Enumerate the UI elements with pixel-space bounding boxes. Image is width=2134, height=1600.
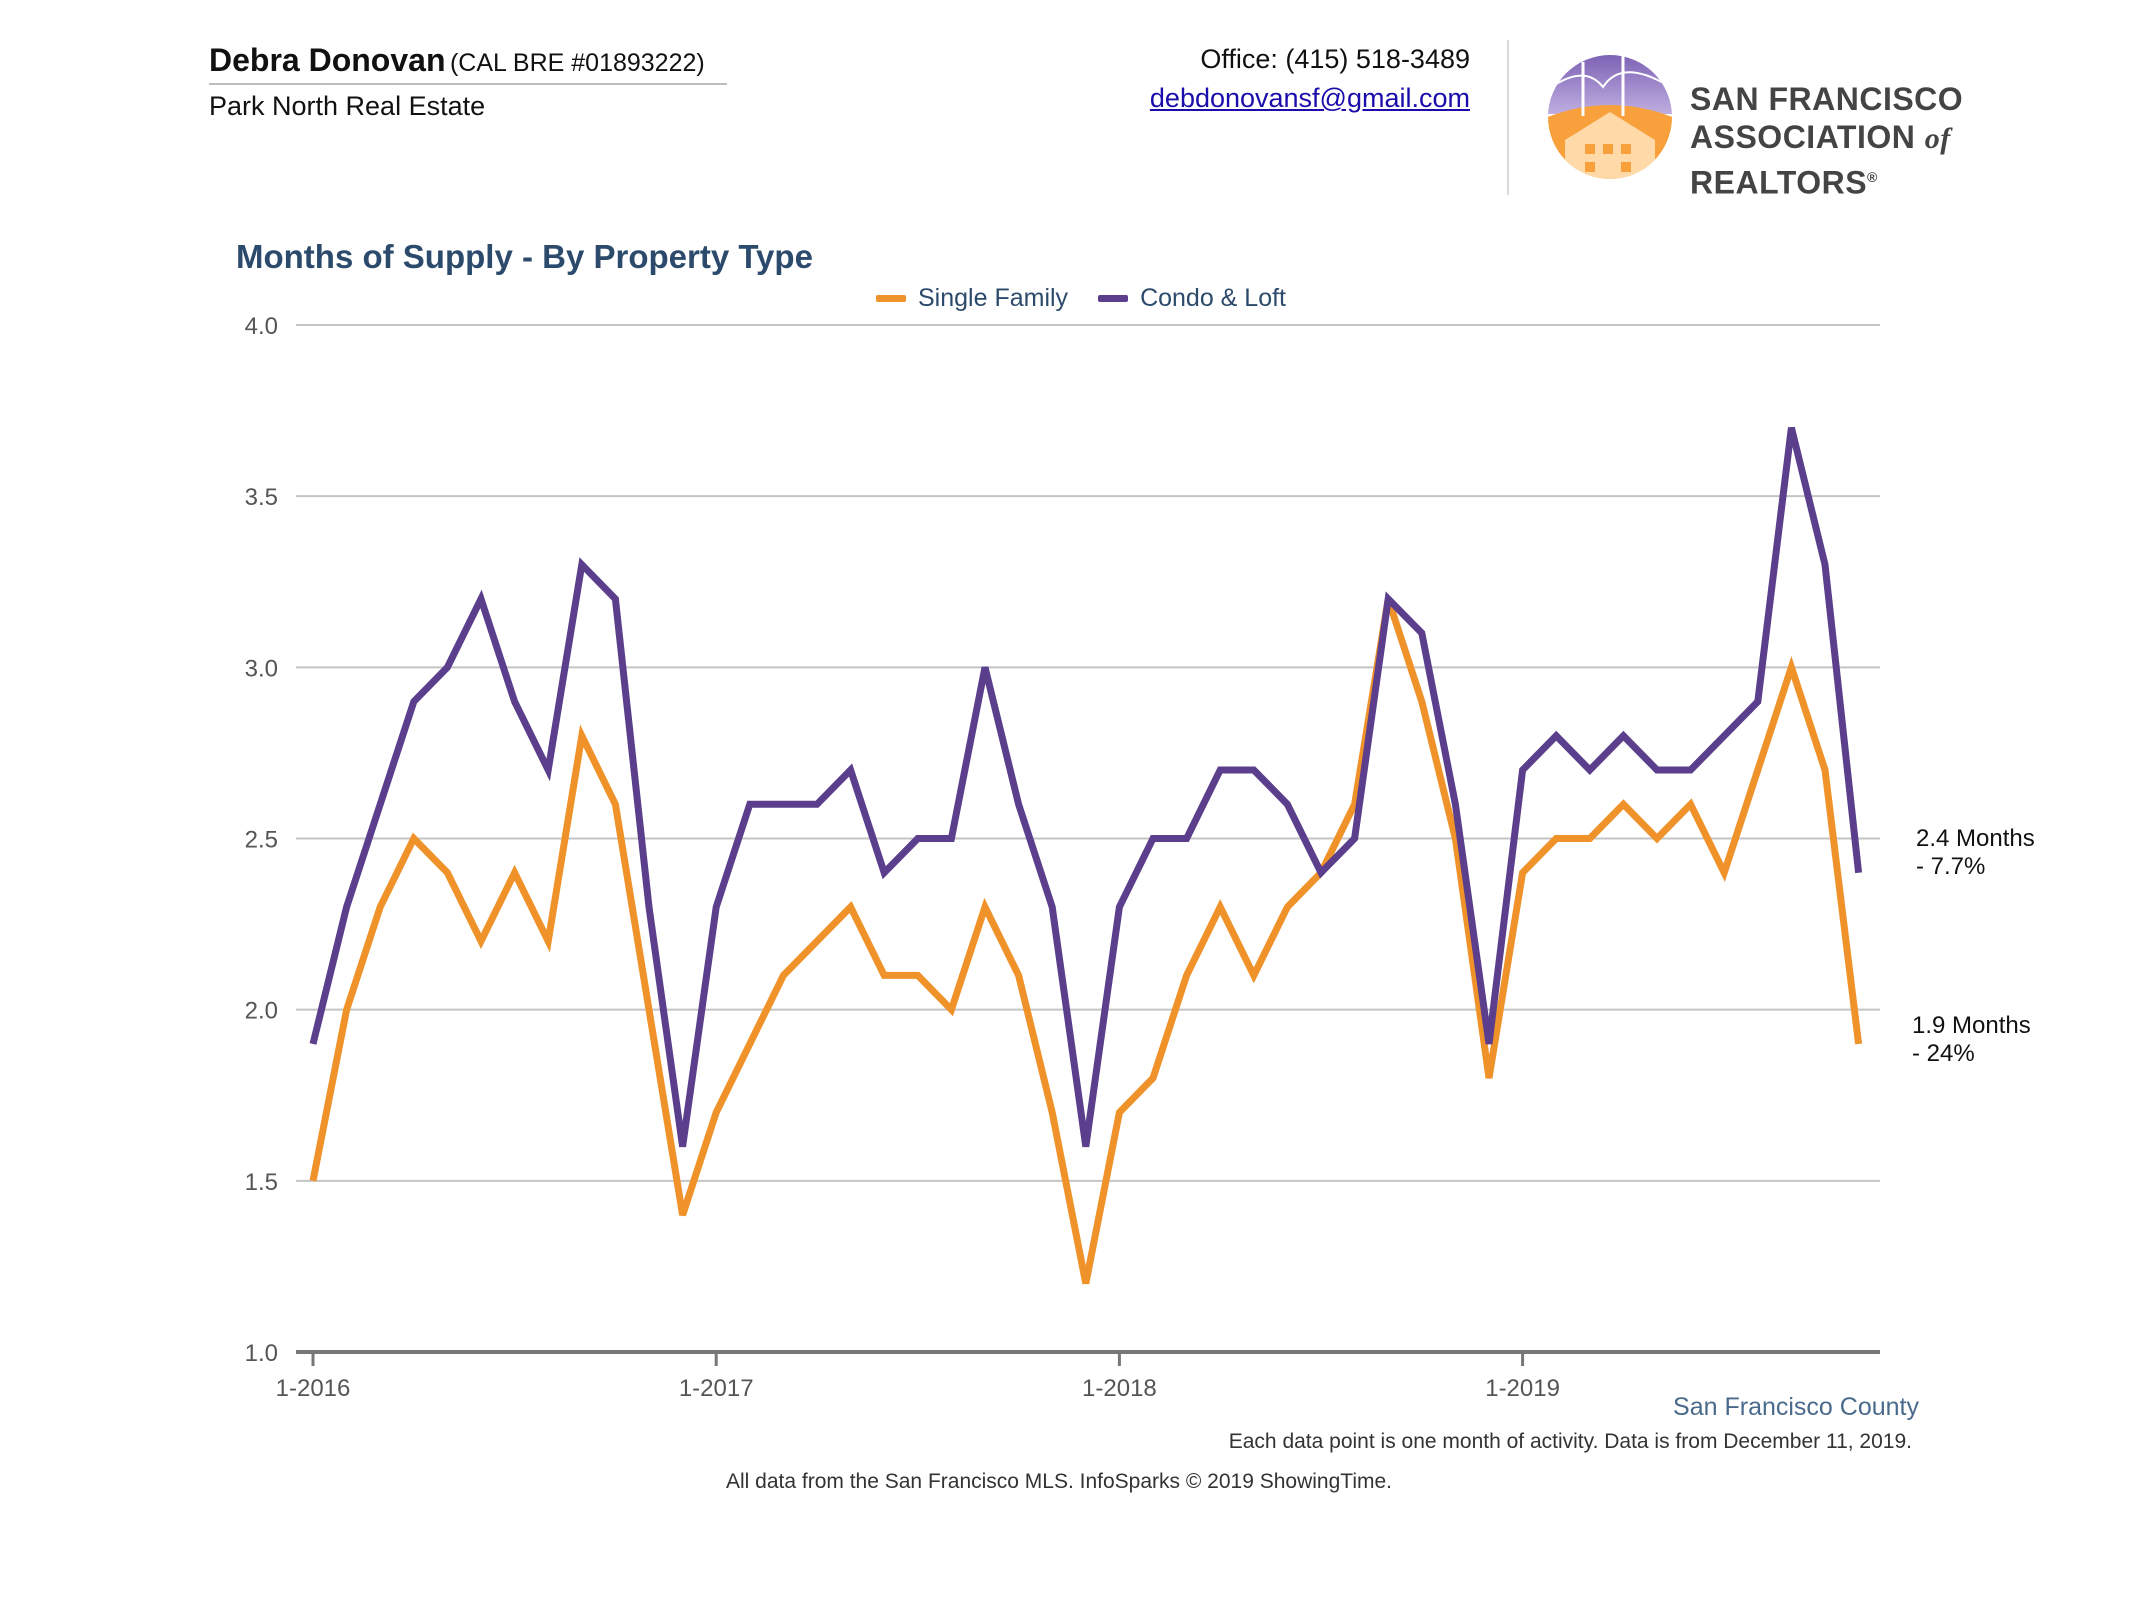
series-layer (309, 426, 1863, 1285)
sfar-logo-text: SAN FRANCISCO ASSOCIATION of REALTORS® (1690, 80, 2134, 202)
data-note: Each data point is one month of activity… (1228, 1430, 1912, 1453)
sfar-logo-icon (1548, 55, 1672, 179)
header-divider (1507, 40, 1509, 195)
chart-title: Months of Supply - By Property Type (236, 238, 813, 275)
region-label: San Francisco County (1673, 1393, 1919, 1421)
series-line-condo-loft (309, 426, 1863, 1148)
agent-company: Park North Real Estate (209, 91, 486, 121)
y-tick-label: 1.0 (245, 1340, 278, 1367)
single-family-end-label: 1.9 Months - 24% (1912, 1012, 2031, 1068)
single-family-end-value: 1.9 Months (1912, 1012, 2031, 1039)
agent-name: Debra Donovan (209, 42, 446, 78)
legend-swatch-single-family (876, 295, 906, 302)
legend-item-condo-loft: Condo & Loft (1098, 284, 1286, 313)
condo-end-value: 2.4 Months (1916, 825, 2035, 852)
legend-item-single-family: Single Family (876, 284, 1068, 313)
y-tick-label: 3.0 (245, 655, 278, 682)
contact-info: Office: (415) 518-3489 debdonovansf@gmai… (1150, 44, 1470, 114)
chart-legend: Single Family Condo & Loft (876, 284, 1286, 313)
x-tick-label: 1-2016 (276, 1375, 351, 1402)
legend-swatch-condo-loft (1098, 295, 1129, 302)
y-tick-label: 3.5 (245, 484, 278, 511)
agent-info: Debra Donovan (CAL BRE #01893222) Park N… (209, 42, 727, 122)
office-phone: Office: (415) 518-3489 (1200, 44, 1470, 74)
single-family-end-change: - 24% (1912, 1040, 1975, 1067)
logo-line-2: ASSOCIATION of REALTORS® (1690, 119, 1951, 201)
email-link[interactable]: debdonovansf@gmail.com (1149, 83, 1470, 113)
y-tick-label: 1.5 (245, 1169, 278, 1196)
condo-end-label: 2.4 Months - 7.7% (1916, 825, 2035, 881)
x-tick-label: 1-2019 (1485, 1375, 1560, 1402)
legend-label-condo-loft: Condo & Loft (1140, 284, 1286, 312)
legend-label-single-family: Single Family (918, 284, 1069, 312)
data-source: All data from the San Francisco MLS. Inf… (726, 1470, 1393, 1493)
series-line-single-family (309, 597, 1863, 1285)
x-tick-label: 1-2018 (1082, 1375, 1157, 1402)
agent-license: (CAL BRE #01893222) (449, 49, 705, 77)
logo-line-1: SAN FRANCISCO (1690, 81, 1964, 117)
axis-layer: 1.0 1.5 2.0 2.5 3.0 3.5 4.0 1-2016 1-2017 1-2018 1… (245, 313, 1560, 1402)
grid-layer (296, 324, 1880, 1354)
y-tick-label: 2.0 (245, 998, 278, 1025)
y-tick-label: 2.5 (245, 827, 278, 854)
condo-end-change: - 7.7% (1916, 853, 1986, 880)
y-tick-label: 4.0 (245, 313, 278, 340)
x-tick-label: 1-2017 (679, 1375, 754, 1402)
agent-divider (209, 83, 727, 85)
